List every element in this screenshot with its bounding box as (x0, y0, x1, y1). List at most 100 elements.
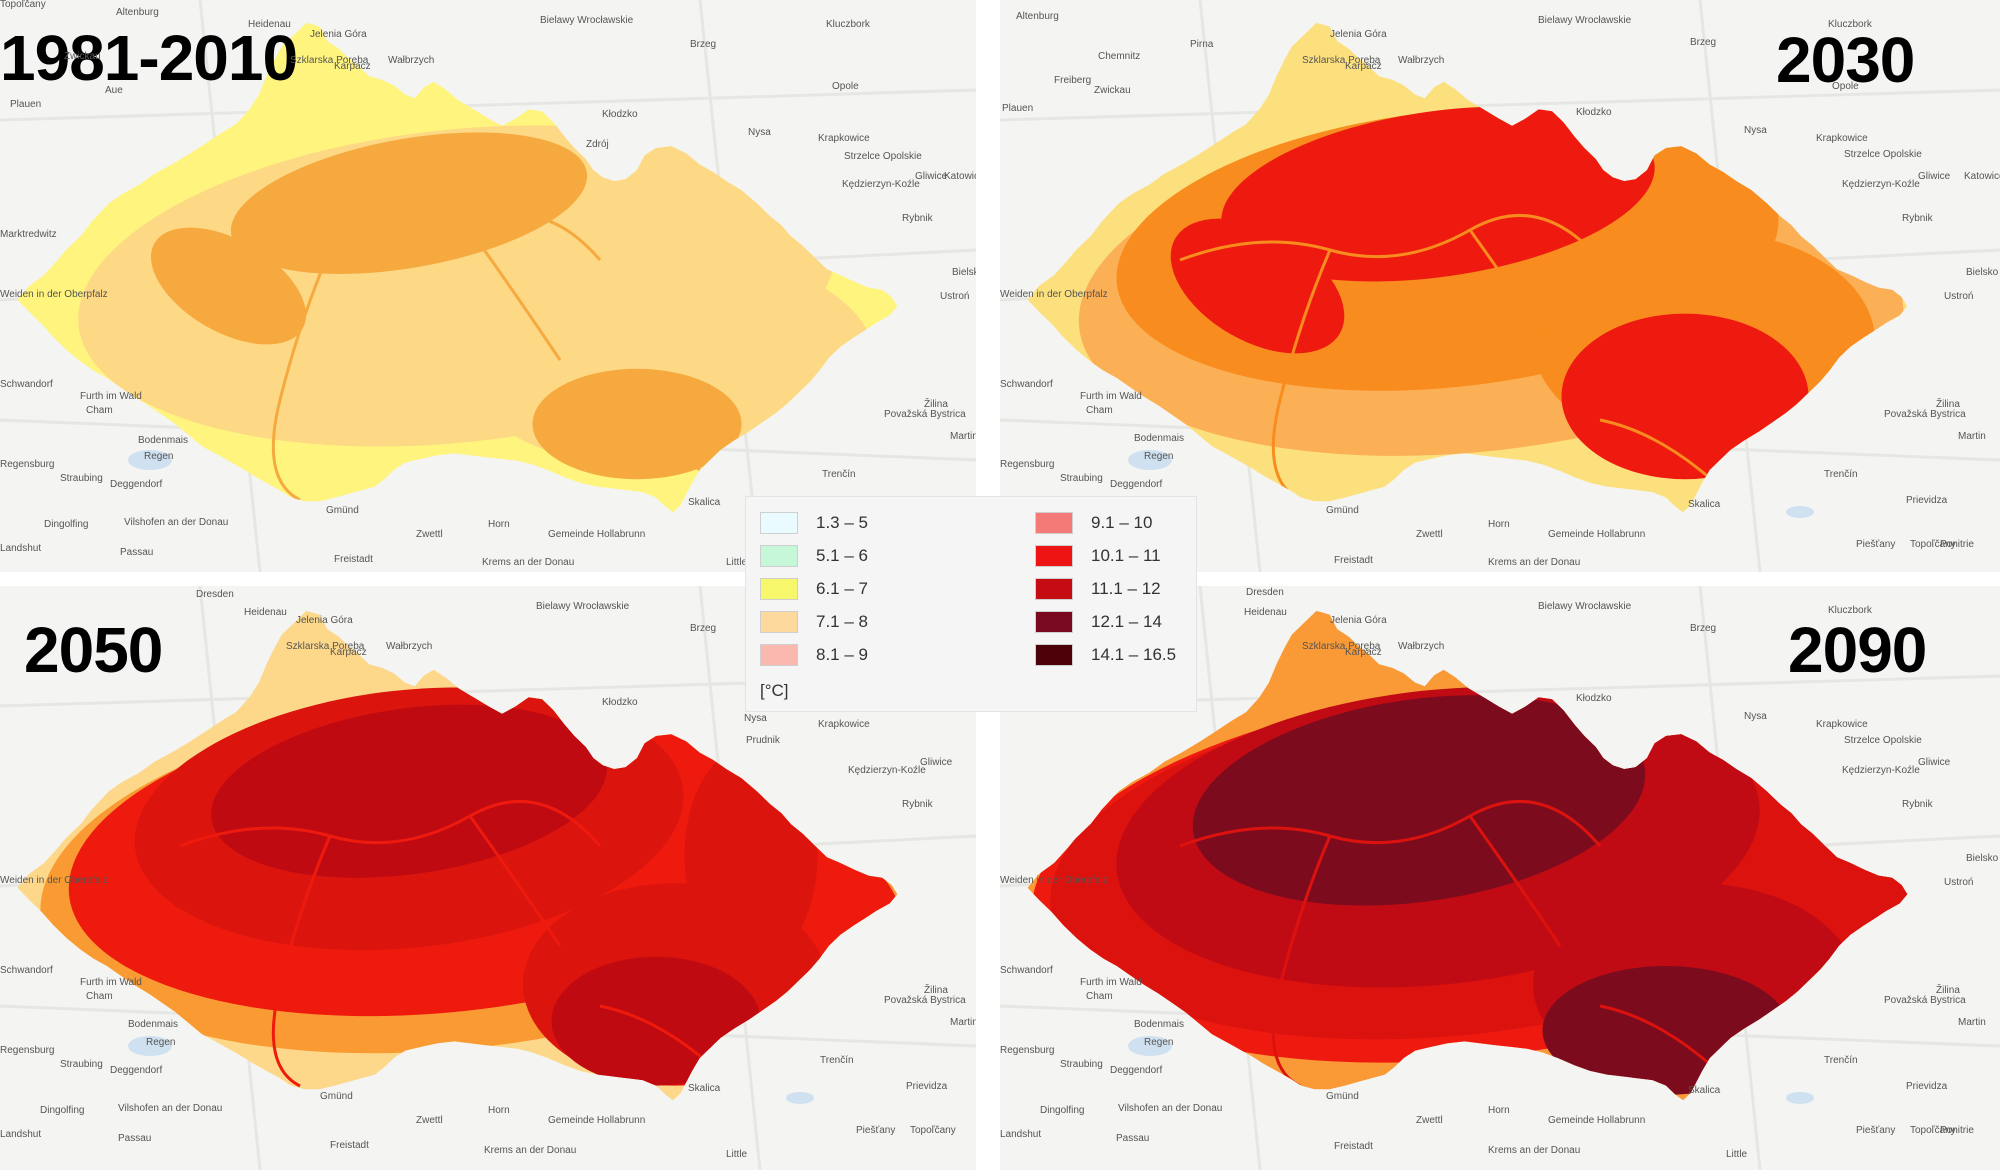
period-label: 1981-2010 (0, 22, 298, 94)
place-label: Jelenia Góra (296, 615, 353, 626)
place-label: Vilshofen an der Donau (118, 1103, 223, 1114)
place-label: Wałbrzych (1398, 641, 1445, 652)
place-label: Little (726, 557, 748, 568)
legend-item: 1.3 – 5 (760, 510, 868, 536)
place-label: Kłodzko (1576, 693, 1612, 704)
legend-item: 10.1 – 11 (1035, 543, 1161, 569)
place-label: Straubing (1060, 1059, 1103, 1070)
place-label: Žilina (924, 399, 948, 410)
place-label: Krems an der Donau (482, 557, 575, 568)
place-label: Bielawy Wrocławskie (540, 15, 634, 26)
place-label: Weiden in der Oberpfalz (0, 289, 108, 300)
lake (1128, 1036, 1172, 1056)
legend-swatch (760, 611, 798, 633)
place-label: Heidenau (1244, 607, 1287, 618)
map-panel-1981-2010: 1981-2010 Altenburg Heidenau Zwickau Aue Pla… (0, 0, 976, 572)
place-label: Vilshofen an der Donau (124, 517, 229, 528)
place-label: Cham (86, 991, 113, 1002)
legend-item: 14.1 – 16.5 (1035, 642, 1176, 668)
river (1179, 214, 1602, 262)
place-label: Schwandorf (1000, 965, 1053, 976)
place-label: Kluczbork (1828, 605, 1872, 616)
place-label: Nysa (744, 713, 767, 724)
legend-label: 6.1 – 7 (816, 579, 868, 598)
map-legend: 1.3 – 5 5.1 – 6 6.1 – 7 7.1 – 8 8.1 – 9 … (745, 496, 1197, 712)
river (468, 229, 562, 361)
place-label: Zwettl (416, 529, 443, 540)
place-label: Opole (1832, 81, 1859, 92)
place-label: Bielsko (1966, 267, 1999, 278)
place-label: Krapkowice (1816, 133, 1868, 144)
place-label: Deggendorf (110, 479, 163, 490)
temperature-zone (532, 368, 742, 480)
place-label: Straubing (60, 473, 103, 484)
place-label: Straubing (60, 1059, 103, 1070)
place-label: Považská Bystrica (884, 995, 966, 1006)
river (468, 815, 562, 947)
legend-label: 5.1 – 6 (816, 546, 868, 565)
river (179, 214, 602, 262)
river (1468, 815, 1562, 947)
place-label: Dingolfing (44, 519, 89, 530)
map-panel-2090: 2090 DresdenAltenburgHeidenauJelenia Gór… (1000, 586, 2000, 1170)
place-label: Nysa (1744, 711, 1767, 722)
temperature-zone (230, 132, 588, 274)
temperature-zone (1561, 313, 1809, 480)
place-label: Prievidza (1906, 1081, 1948, 1092)
place-label: Žilina (1936, 399, 1960, 410)
place-label: Weiden in der Oberpfalz (0, 875, 108, 886)
place-label: Furth im Wald (1080, 977, 1142, 988)
place-label: Schwandorf (0, 379, 53, 390)
legend-label: 11.1 – 12 (1091, 579, 1161, 598)
place-label: Regen (1144, 451, 1174, 462)
place-label: Skalica (688, 1083, 721, 1094)
place-label: Gliwice (1918, 757, 1951, 768)
river (1468, 229, 1562, 361)
temperature-zone (1221, 106, 1655, 282)
temperature-zone (1192, 695, 1646, 906)
place-label: Brzeg (1690, 623, 1717, 634)
place-label: Furth im Wald (1080, 391, 1142, 402)
place-label: Passau (120, 547, 154, 558)
place-label: Wałbrzych (1398, 55, 1445, 66)
place-label: Bielawy Wrocławskie (1538, 601, 1632, 612)
place-label: Gemeinde Hollabrunn (1548, 1115, 1646, 1126)
place-label: Ponitrie (1940, 539, 1974, 550)
place-label: Bielsko (1966, 853, 1999, 864)
place-label: Brzeg (690, 623, 717, 634)
temperature-layers (78, 125, 875, 513)
place-label: Szklarska Poręba (286, 641, 365, 652)
place-label: Kłodzko (602, 697, 638, 708)
place-label: Gliwice (1918, 171, 1951, 182)
place-label: Szklarska Poręba (290, 55, 369, 66)
legend-item: 11.1 – 12 (1035, 576, 1161, 602)
place-label: Kluczbork (826, 19, 870, 30)
place-label: Gemeinde Hollabrunn (548, 1115, 646, 1126)
legend-item: 8.1 – 9 (760, 642, 868, 668)
temperature-zone (211, 704, 607, 878)
place-label: Bielsko (952, 267, 976, 278)
place-label: Zwickau (1094, 85, 1131, 96)
place-label: Regensburg (0, 459, 55, 470)
place-label: Heidenau (244, 607, 287, 618)
place-label: Landshut (0, 543, 42, 554)
place-label: Regen (1144, 1037, 1174, 1048)
place-label: Gmünd (1326, 505, 1359, 516)
legend-label: 1.3 – 5 (816, 513, 868, 532)
place-label: Dingolfing (40, 1105, 85, 1116)
place-label: Freistadt (1334, 555, 1373, 566)
place-label: Bodenmais (1134, 1019, 1185, 1030)
place-label: Regensburg (0, 1045, 55, 1056)
place-label: Krapkowice (818, 719, 870, 730)
place-label: Považská Bystrica (1884, 409, 1966, 420)
road-line (0, 88, 976, 122)
place-label: Martin (1958, 1017, 1986, 1028)
place-label: Pirna (1190, 39, 1214, 50)
place-label: Jelenia Góra (1330, 29, 1387, 40)
map-panel-2030: 2030 Altenburg Pirna Chemnitz Freiberg Zwick… (1000, 0, 2000, 572)
river (271, 835, 332, 1088)
place-label: Little (726, 1149, 748, 1160)
place-label: Zwettl (416, 1115, 443, 1126)
river (1271, 249, 1332, 502)
place-label: Gmünd (320, 1091, 353, 1102)
